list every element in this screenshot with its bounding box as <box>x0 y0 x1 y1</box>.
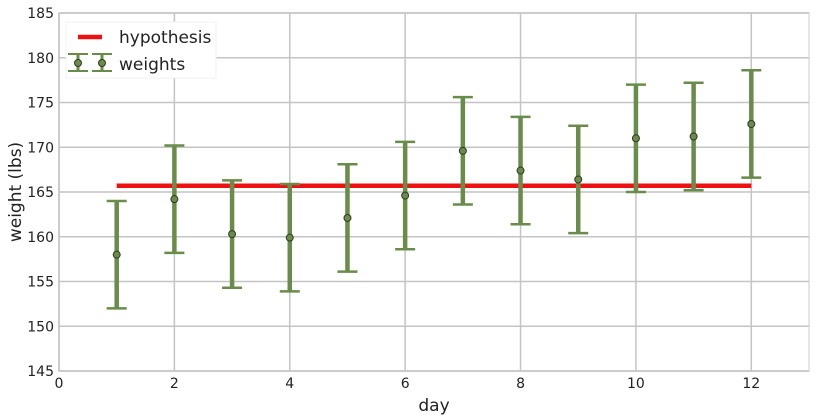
y-tick-label: 170 <box>27 140 54 156</box>
weights-errorbar <box>279 182 300 293</box>
weights-point <box>458 146 467 155</box>
weights-point <box>516 166 525 175</box>
weights-errorbar <box>106 199 127 310</box>
legend-weights-label: weights <box>119 55 185 75</box>
weights-point <box>343 213 352 222</box>
legend-weights-swatch <box>68 53 112 72</box>
weights-point <box>285 233 294 242</box>
legend-point <box>98 59 106 67</box>
weights-point <box>747 119 756 128</box>
x-tick-label: 6 <box>401 376 410 392</box>
weights-point <box>574 175 583 184</box>
weights-series <box>106 69 762 310</box>
y-tick-label: 145 <box>27 364 54 380</box>
x-tick-label: 12 <box>742 376 760 392</box>
y-tick-label: 155 <box>27 275 54 291</box>
x-tick-label: 0 <box>55 376 64 392</box>
y-tick-label: 175 <box>27 96 54 112</box>
weights-errorbar <box>625 83 646 194</box>
x-tick-label: 8 <box>516 376 525 392</box>
x-tick-label: 10 <box>627 376 645 392</box>
weights-errorbar <box>510 115 531 226</box>
weights-errorbar <box>337 163 358 273</box>
weights-errorbar <box>452 95 473 206</box>
weights-point <box>401 191 410 200</box>
weights-errorbar <box>741 69 762 179</box>
legend-hypothesis-label: hypothesis <box>119 28 212 48</box>
y-tick-label: 150 <box>27 319 54 335</box>
weights-errorbar <box>395 140 416 251</box>
legend: hypothesis weights <box>65 21 217 79</box>
x-tick-labels: 0 2 4 6 8 10 12 <box>55 376 761 392</box>
y-tick-labels: 145 150 155 160 165 170 175 180 185 <box>27 6 54 380</box>
x-tick-label: 4 <box>285 376 294 392</box>
weights-point <box>170 195 179 204</box>
x-axis-title: day <box>418 396 449 416</box>
legend-point <box>74 59 82 67</box>
weights-point <box>689 132 698 141</box>
weights-errorbar <box>164 144 185 255</box>
y-axis-title: weight (lbs) <box>6 142 26 242</box>
weights-errorbar <box>683 81 704 192</box>
weights-errorbar <box>568 124 589 235</box>
weights-point <box>228 230 237 239</box>
weights-errorbar <box>222 179 243 290</box>
y-tick-label: 180 <box>27 51 54 67</box>
y-tick-label: 160 <box>27 230 54 246</box>
x-tick-label: 2 <box>170 376 179 392</box>
weights-point <box>112 250 121 259</box>
weights-point <box>631 134 640 143</box>
legend-box <box>65 21 217 79</box>
grid <box>58 12 809 372</box>
y-tick-label: 165 <box>27 185 54 201</box>
y-tick-label: 185 <box>27 6 54 22</box>
